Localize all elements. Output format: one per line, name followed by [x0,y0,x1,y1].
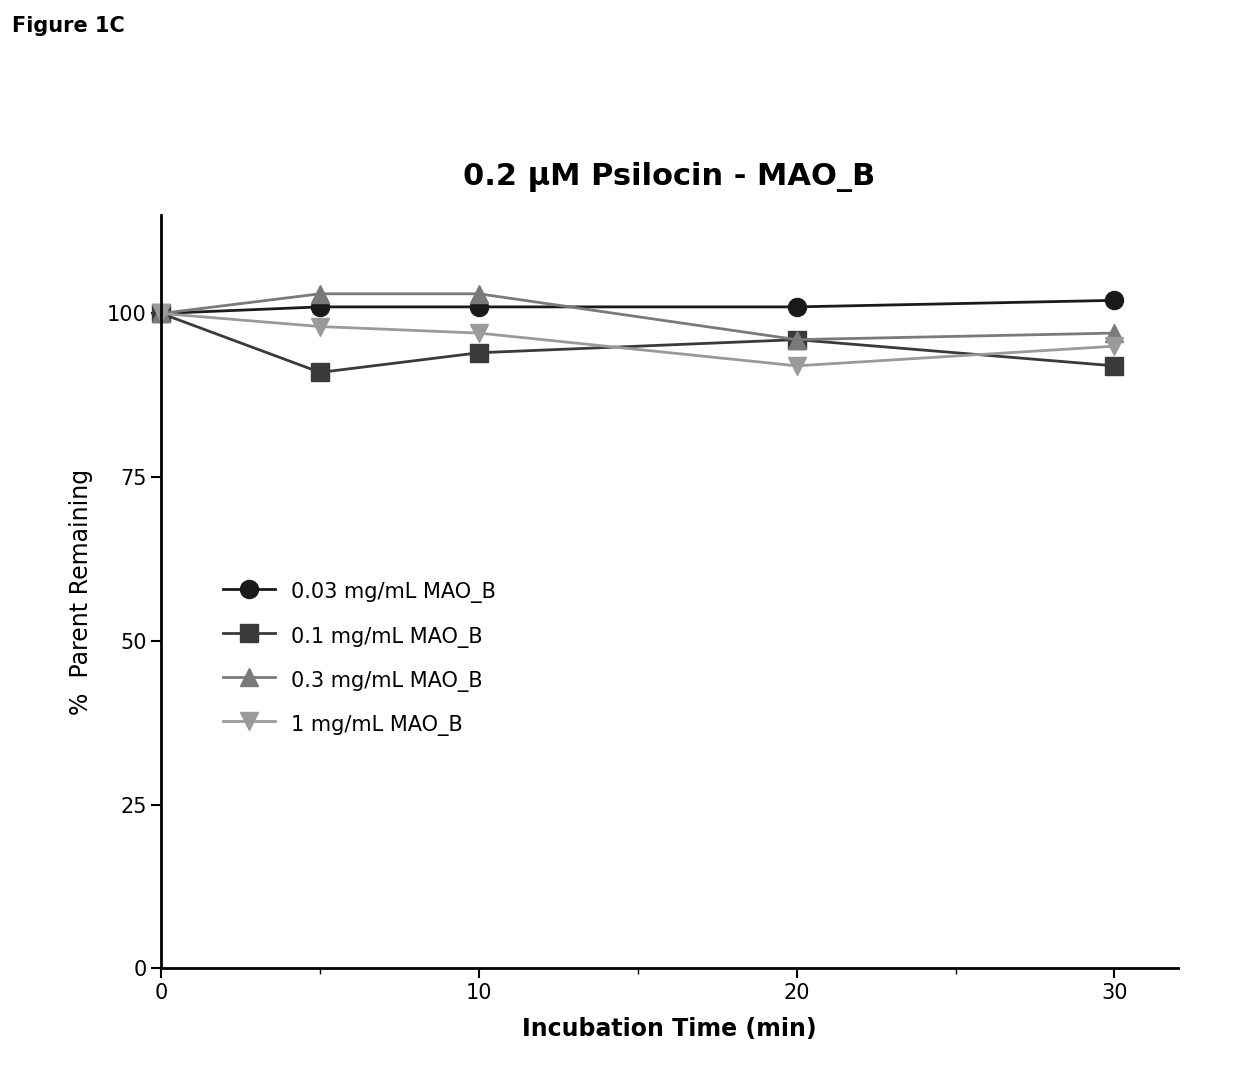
0.1 mg/mL MAO_B [154,307,169,320]
0.3 mg/mL MAO_B [471,287,486,300]
1 mg/mL MAO_B [154,307,169,320]
X-axis label: Incubation Time (min): Incubation Time (min) [522,1017,817,1040]
0.3 mg/mL MAO_B [312,287,327,300]
0.1 mg/mL MAO_B [312,366,327,379]
0.1 mg/mL MAO_B [790,334,805,346]
0.3 mg/mL MAO_B [790,334,805,346]
0.03 mg/mL MAO_B [1107,294,1122,307]
1 mg/mL MAO_B [471,327,486,340]
0.3 mg/mL MAO_B [154,307,169,320]
Line: 0.03 mg/mL MAO_B: 0.03 mg/mL MAO_B [153,292,1123,323]
1 mg/mL MAO_B [790,359,805,372]
Line: 1 mg/mL MAO_B: 1 mg/mL MAO_B [153,305,1123,374]
Text: Figure 1C: Figure 1C [12,16,125,37]
0.3 mg/mL MAO_B [1107,327,1122,340]
Line: 0.3 mg/mL MAO_B: 0.3 mg/mL MAO_B [153,285,1123,349]
1 mg/mL MAO_B [312,320,327,332]
1 mg/mL MAO_B [1107,340,1122,353]
0.1 mg/mL MAO_B [1107,359,1122,372]
0.03 mg/mL MAO_B [471,300,486,313]
Line: 0.1 mg/mL MAO_B: 0.1 mg/mL MAO_B [153,305,1123,381]
Legend: 0.03 mg/mL MAO_B, 0.1 mg/mL MAO_B, 0.3 mg/mL MAO_B, 1 mg/mL MAO_B: 0.03 mg/mL MAO_B, 0.1 mg/mL MAO_B, 0.3 m… [212,568,507,747]
Title: 0.2 μM Psilocin - MAO_B: 0.2 μM Psilocin - MAO_B [464,161,875,192]
0.03 mg/mL MAO_B [312,300,327,313]
0.1 mg/mL MAO_B [471,346,486,359]
0.03 mg/mL MAO_B [154,307,169,320]
0.03 mg/mL MAO_B [790,300,805,313]
Y-axis label: %  Parent Remaining: % Parent Remaining [69,469,93,714]
